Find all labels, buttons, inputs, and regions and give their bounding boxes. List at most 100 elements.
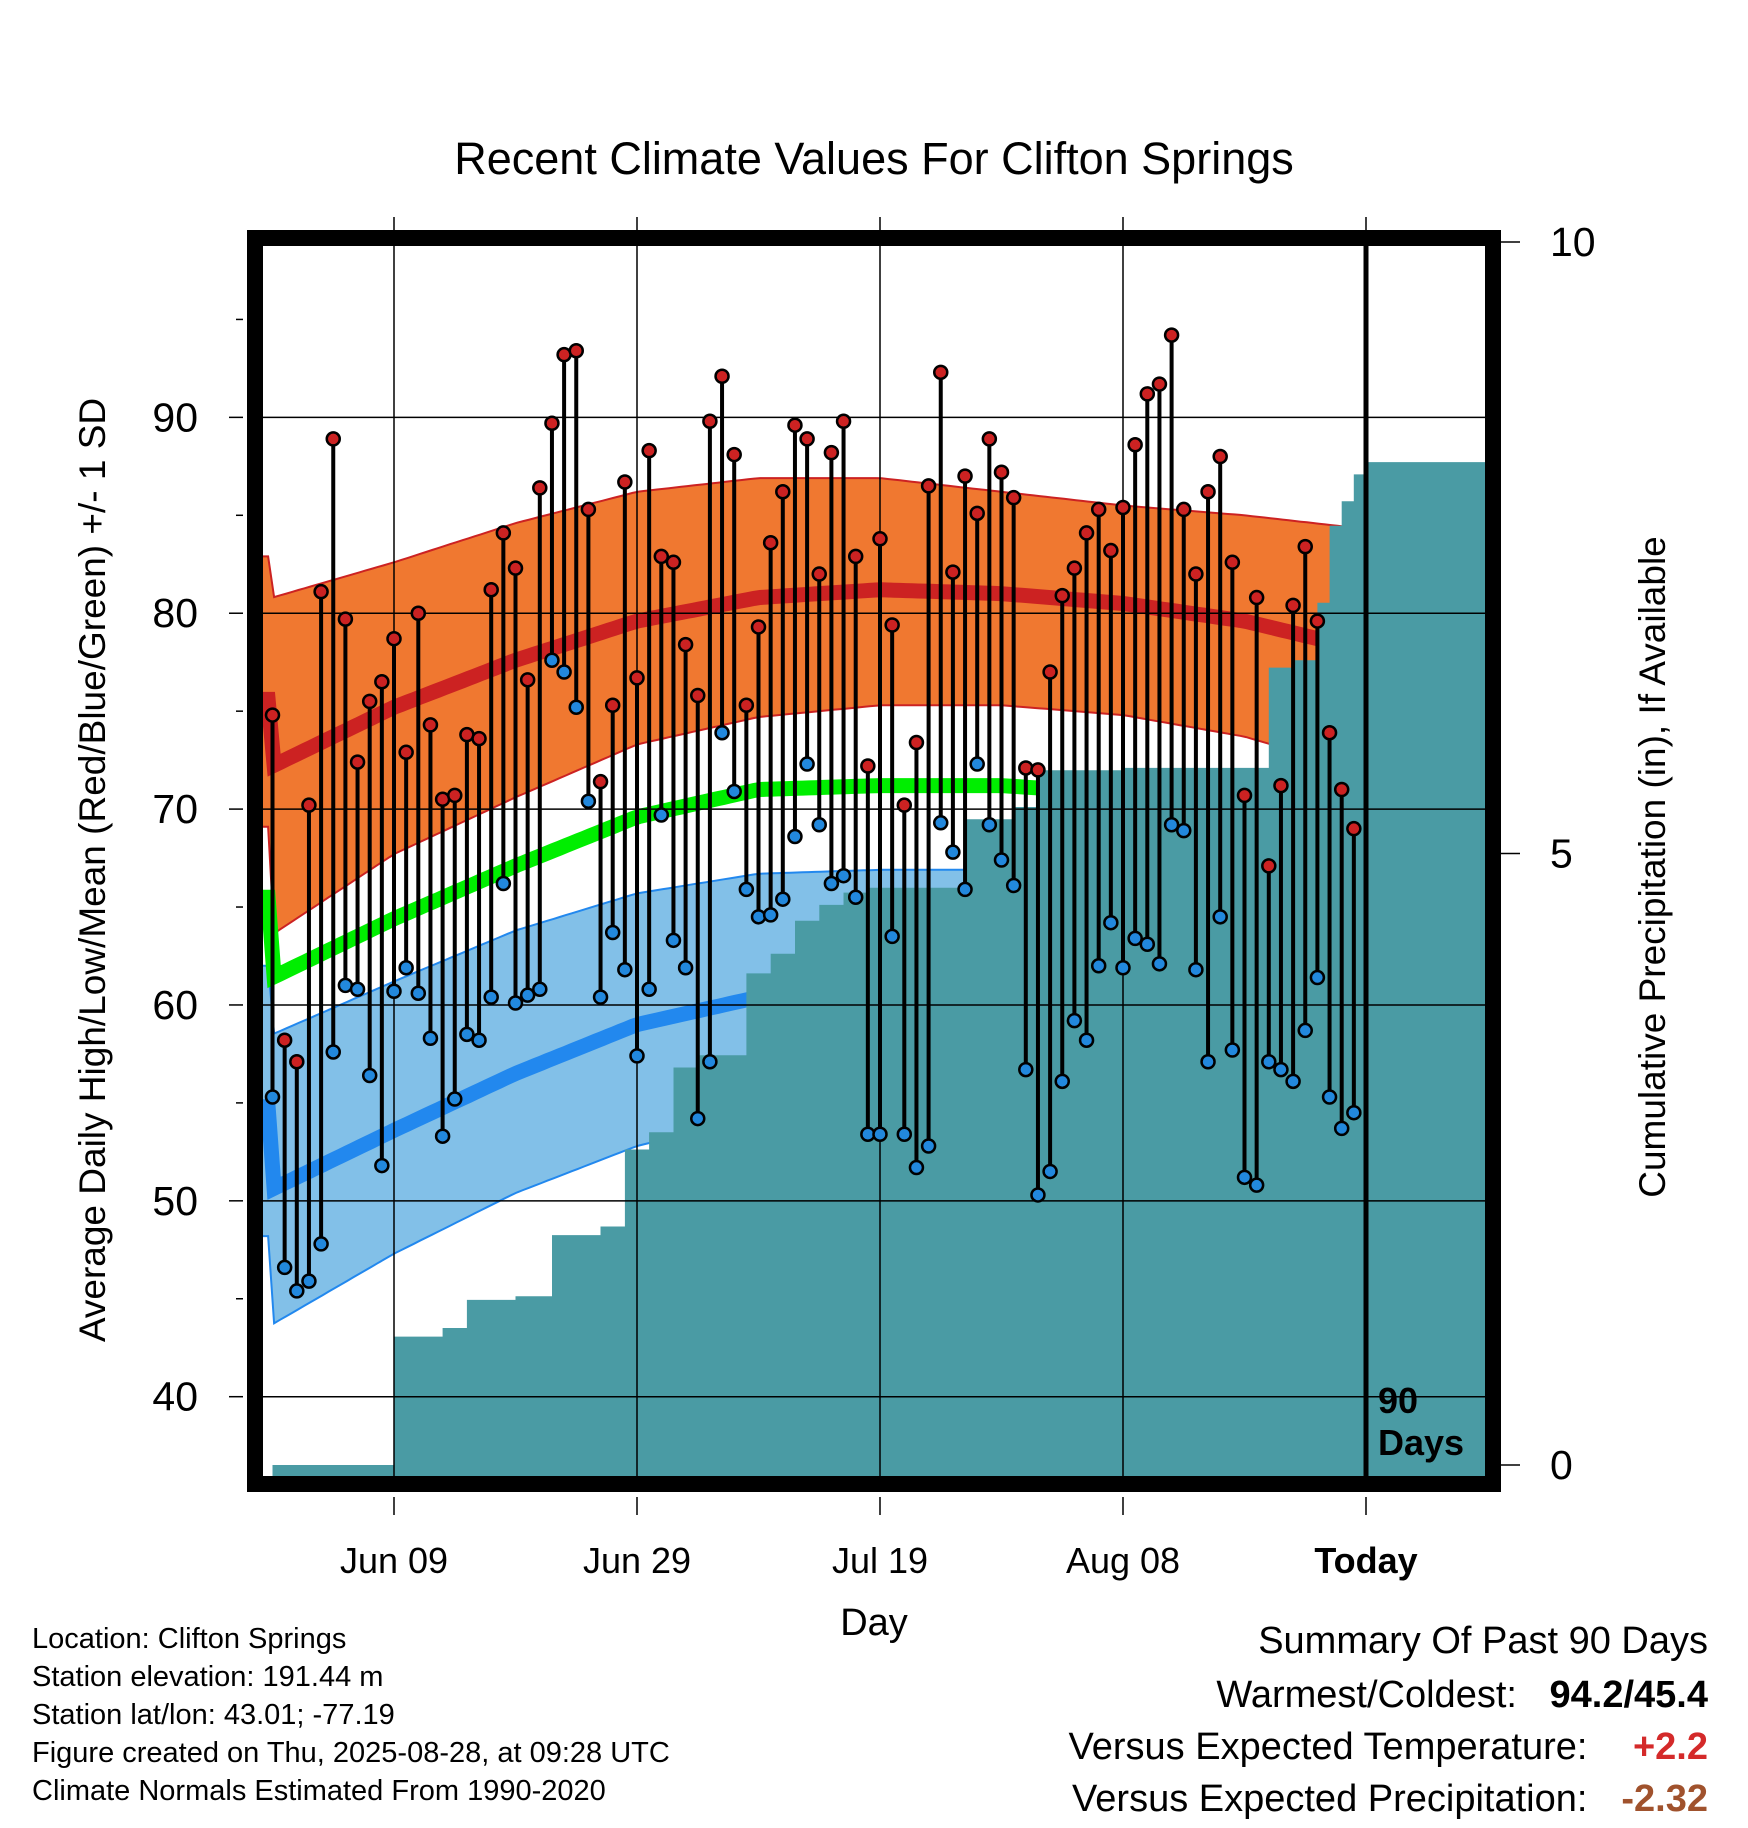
high-point bbox=[1163, 327, 1180, 343]
high-point bbox=[617, 474, 633, 490]
low-point bbox=[1236, 1169, 1253, 1186]
high-point bbox=[1236, 787, 1253, 804]
y2-axis-label: Cumulative Precipitation (in), If Availa… bbox=[1632, 536, 1673, 1198]
high-point bbox=[1333, 781, 1350, 798]
normal-high-line bbox=[260, 582, 1486, 777]
high-point bbox=[896, 797, 913, 813]
y2-tick-label: 10 bbox=[1550, 219, 1596, 265]
low-point bbox=[349, 981, 366, 998]
high-point bbox=[799, 431, 815, 447]
low-point bbox=[1115, 959, 1131, 976]
low-point bbox=[617, 961, 633, 978]
high-point bbox=[714, 368, 730, 384]
low-point bbox=[665, 932, 682, 949]
plot-border bbox=[247, 230, 1501, 1492]
high-point bbox=[1248, 589, 1265, 606]
low-point bbox=[386, 983, 402, 1000]
created-text: Figure created on Thu, 2025-08-28, at 09… bbox=[32, 1737, 670, 1769]
high-point bbox=[276, 1032, 293, 1048]
low-point bbox=[1309, 969, 1326, 986]
elevation-text: Station elevation: 191.44 m bbox=[32, 1661, 384, 1693]
high-point bbox=[1078, 525, 1095, 541]
high-point bbox=[884, 617, 900, 633]
high-point bbox=[775, 484, 791, 500]
high-point bbox=[325, 431, 341, 447]
high-point bbox=[1090, 501, 1107, 518]
low-point bbox=[1321, 1089, 1338, 1105]
chart-title: Recent Climate Values For Clifton Spring… bbox=[454, 133, 1294, 184]
high-point bbox=[301, 797, 317, 813]
high-point bbox=[665, 554, 682, 571]
y-axis-label: Average Daily High/Low/Mean (Red/Blue/Gr… bbox=[72, 398, 113, 1342]
low-point bbox=[471, 1032, 487, 1048]
low-point bbox=[568, 699, 584, 715]
today-label-days: Days bbox=[1378, 1422, 1464, 1463]
high-point bbox=[289, 1054, 305, 1070]
high-point bbox=[447, 787, 463, 804]
low-point bbox=[1127, 930, 1143, 947]
high-point bbox=[604, 697, 621, 714]
low-point bbox=[519, 987, 536, 1003]
high-point bbox=[1285, 597, 1301, 614]
low-point bbox=[690, 1110, 706, 1127]
high-point bbox=[690, 687, 706, 704]
high-point bbox=[1346, 820, 1362, 837]
high-point bbox=[1018, 760, 1034, 776]
high-point bbox=[1224, 554, 1241, 571]
low-point bbox=[1078, 1032, 1095, 1048]
low-point bbox=[1054, 1073, 1070, 1090]
high-point bbox=[1188, 566, 1204, 582]
high-point bbox=[981, 431, 998, 447]
low-point bbox=[762, 907, 779, 923]
low-point bbox=[787, 828, 803, 845]
summary-panel: Summary Of Past 90 Days Warmest/Coldest:… bbox=[1069, 1620, 1708, 1825]
high-point bbox=[1103, 542, 1119, 559]
low-point bbox=[993, 852, 1010, 868]
high-point bbox=[629, 670, 645, 686]
low-point bbox=[775, 891, 791, 907]
high-point bbox=[1273, 777, 1289, 794]
low-point bbox=[556, 664, 572, 680]
low-point bbox=[738, 881, 755, 898]
y2-tick-label: 0 bbox=[1550, 1442, 1573, 1488]
high-point bbox=[374, 674, 390, 690]
low-point bbox=[896, 1126, 913, 1142]
low-point bbox=[374, 1157, 390, 1174]
y-tick-label: 70 bbox=[152, 786, 198, 832]
low-point bbox=[750, 909, 767, 925]
low-point bbox=[1346, 1104, 1362, 1121]
high-point bbox=[920, 478, 937, 494]
low-point bbox=[799, 756, 815, 772]
low-point bbox=[629, 1048, 645, 1064]
high-point bbox=[957, 468, 973, 484]
plot-frame bbox=[247, 230, 1501, 1492]
x-tick-label: Today bbox=[1314, 1540, 1417, 1581]
today-label-number: 90 bbox=[1378, 1380, 1418, 1421]
low-point bbox=[835, 867, 852, 884]
high-point bbox=[1309, 613, 1326, 629]
high-point bbox=[860, 758, 876, 774]
low-point bbox=[823, 875, 840, 892]
low-point bbox=[289, 1283, 305, 1299]
high-point bbox=[762, 534, 779, 551]
low-point bbox=[1139, 936, 1156, 952]
high-point bbox=[641, 442, 657, 459]
daily-points bbox=[264, 327, 1362, 1299]
high-point bbox=[386, 630, 402, 647]
low-point bbox=[495, 875, 512, 892]
y-tick-label: 80 bbox=[152, 590, 198, 636]
high-point bbox=[750, 619, 767, 635]
low-point bbox=[1163, 817, 1180, 833]
high-point bbox=[507, 560, 524, 576]
station-info: Location: Clifton Springs Station elevat… bbox=[32, 1620, 670, 1810]
normals-text: Climate Normals Estimated From 1990-2020 bbox=[32, 1775, 606, 1807]
high-point bbox=[1151, 376, 1168, 392]
low-point bbox=[1261, 1054, 1277, 1070]
high-point bbox=[702, 413, 718, 430]
low-point bbox=[325, 1044, 341, 1060]
high-point bbox=[349, 754, 366, 770]
y-tick-label: 90 bbox=[152, 394, 198, 440]
low-point bbox=[872, 1126, 888, 1142]
high-point bbox=[264, 707, 281, 723]
x-tick-label: Jul 19 bbox=[832, 1540, 928, 1581]
